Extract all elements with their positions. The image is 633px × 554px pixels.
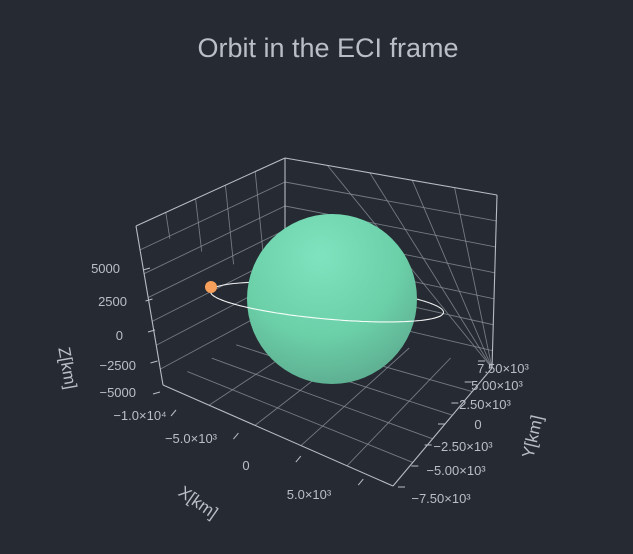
z-tick-label: 0	[116, 328, 123, 343]
z-tick-labels: −5000 −2500 0 2500 5000	[91, 261, 136, 400]
y-tick-label: 7.50×10³	[477, 361, 529, 376]
x-tick-label: 0	[242, 458, 249, 473]
z-tick-mark	[142, 267, 151, 271]
z-tick-mark	[145, 298, 153, 302]
orbit-path-front	[209, 291, 445, 323]
grid-line	[143, 205, 286, 275]
grid-line	[211, 357, 433, 440]
frame-edge	[135, 225, 164, 386]
y-tick-labels: −7.50×10³ −5.00×10³ −2.50×10³ 0 2.50×10³ 5.00…	[411, 361, 529, 506]
y-tick-label: −2.50×10³	[433, 439, 493, 454]
grid-line	[147, 229, 286, 298]
x-axis-title: X[km]	[175, 482, 221, 522]
x-tick-labels: −1.0×10⁴ −5.0×10³ 0 5.0×10³	[113, 408, 332, 502]
x-tick-label: 5.0×10³	[287, 487, 332, 502]
grid-line	[187, 371, 413, 463]
frame-edge	[162, 384, 394, 487]
grid-line	[139, 181, 286, 251]
z-tick-mark	[147, 329, 156, 333]
grid-line	[195, 198, 203, 252]
y-tick-label: −7.50×10³	[411, 491, 471, 506]
satellite-marker	[205, 281, 217, 293]
frame-edge	[491, 194, 498, 369]
y-tick-label: 2.50×10³	[459, 397, 511, 412]
x-tick-label: −1.0×10⁴	[113, 408, 166, 423]
grid-line	[346, 357, 451, 467]
z-tick-label: −2500	[99, 358, 136, 373]
z-tick-label: −5000	[99, 385, 136, 400]
grid-line	[284, 205, 496, 248]
x-tick-mark	[170, 409, 177, 417]
z-tick-mark	[150, 360, 158, 364]
grid-line	[224, 185, 235, 265]
y-axis-title: Y[km]	[518, 413, 546, 460]
z-tick-mark	[152, 391, 161, 395]
grid-line	[369, 172, 493, 369]
frame-edge	[392, 367, 493, 487]
chart-title: Orbit in the ECI frame	[197, 33, 458, 63]
grid-line	[411, 180, 493, 369]
grid-line	[165, 212, 171, 239]
y-tick-label: 0	[474, 417, 481, 432]
x-tick-label: −5.0×10³	[165, 431, 218, 446]
frame-edge	[284, 157, 498, 196]
x-tick-mark	[295, 455, 302, 463]
grid-line	[300, 347, 410, 446]
x-tick-mark	[357, 478, 364, 486]
frame-edge	[135, 157, 286, 227]
y-tick-label: 5.00×10³	[471, 378, 523, 393]
z-axis-title: Z[km]	[54, 345, 80, 390]
x-tick-mark	[233, 432, 239, 440]
z-tick-label: 5000	[91, 261, 120, 276]
z-tick-label: 2500	[98, 294, 127, 309]
grid-line	[454, 187, 493, 369]
y-tick-label: −5.00×10³	[426, 463, 486, 478]
tick-marks	[142, 267, 485, 488]
grid-line	[284, 181, 497, 222]
earth-sphere	[247, 214, 417, 384]
